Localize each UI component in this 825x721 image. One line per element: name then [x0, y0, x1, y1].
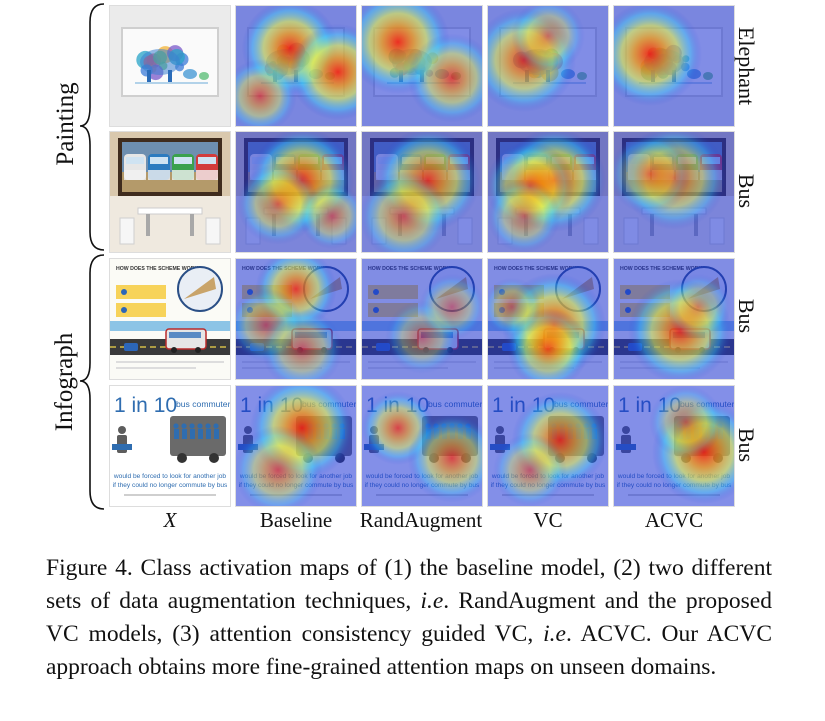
cam-cell-r1-randaugment: [362, 6, 482, 126]
cam-cell-r3-x: HOW DOES THE SCHEME WORK?: [110, 259, 230, 379]
cam-image: [614, 132, 734, 252]
cam-image: HOW DOES THE SCHEME WORK?: [488, 259, 608, 379]
row-label-bus-1: Bus: [733, 151, 759, 231]
cam-image: 1 in 10bus commuterswould be forced to l…: [236, 386, 356, 506]
row-label-bus-2: Bus: [733, 276, 759, 356]
col-label-randaugment: RandAugment: [354, 508, 488, 533]
cam-image: [110, 6, 230, 126]
cam-image: HOW DOES THE SCHEME WORK?: [236, 259, 356, 379]
col-label-acvc: ACVC: [614, 508, 734, 533]
group-label-infograph: Infograph: [51, 327, 79, 437]
cam-cell-r2-acvc: [614, 132, 734, 252]
cam-image: [362, 6, 482, 126]
cam-cell-r3-acvc: HOW DOES THE SCHEME WORK?: [614, 259, 734, 379]
cam-cell-r4-randaugment: 1 in 10bus commuterswould be forced to l…: [362, 386, 482, 506]
cam-image: 1 in 10bus commuterswould be forced to l…: [614, 386, 734, 506]
svg-text:1 in 10: 1 in 10: [114, 394, 177, 417]
cam-cell-r4-x: 1 in 10 bus commuters would be forced to l…: [110, 386, 230, 506]
cam-cell-r4-vc: 1 in 10bus commuterswould be forced to l…: [488, 386, 608, 506]
group-label-painting: Painting: [52, 74, 80, 174]
cam-image: 1 in 10bus commuterswould be forced to l…: [488, 386, 608, 506]
brace-infograph: [78, 253, 108, 511]
cam-image: [236, 132, 356, 252]
cam-cell-r1-acvc: [614, 6, 734, 126]
row-label-elephant: Elephant: [733, 26, 759, 106]
cam-cell-r2-x: [110, 132, 230, 252]
cam-image: [110, 132, 230, 252]
cam-image: HOW DOES THE SCHEME WORK?: [614, 259, 734, 379]
cam-image: HOW DOES THE SCHEME WORK?: [362, 259, 482, 379]
cam-image: [614, 6, 734, 126]
cam-cell-r3-randaugment: HOW DOES THE SCHEME WORK?: [362, 259, 482, 379]
figure-caption: Figure 4. Class activation maps of (1) t…: [46, 552, 772, 684]
cam-cell-r4-baseline: 1 in 10bus commuterswould be forced to l…: [236, 386, 356, 506]
cam-cell-r1-baseline: [236, 6, 356, 126]
cam-image: 1 in 10bus commuterswould be forced to l…: [362, 386, 482, 506]
cam-cell-r2-baseline: [236, 132, 356, 252]
col-label-baseline: Baseline: [236, 508, 356, 533]
svg-text:if they could no longer commut: if they could no longer commute by bus: [113, 482, 228, 489]
cam-cell-r4-acvc: 1 in 10bus commuterswould be forced to l…: [614, 386, 734, 506]
row-label-bus-3: Bus: [733, 405, 759, 485]
cam-image: [488, 6, 608, 126]
caption-ie-1: i.e: [420, 588, 443, 614]
brace-painting: [78, 2, 108, 252]
svg-text:would be forced to look for an: would be forced to look for another job: [113, 473, 226, 480]
cam-image: [236, 6, 356, 126]
cam-image: [488, 132, 608, 252]
cam-cell-r2-randaugment: [362, 132, 482, 252]
cam-cell-r3-baseline: HOW DOES THE SCHEME WORK?: [236, 259, 356, 379]
cam-image: HOW DOES THE SCHEME WORK?: [110, 259, 230, 379]
svg-text:bus commuters: bus commuters: [176, 399, 230, 409]
col-label-vc: VC: [488, 508, 608, 533]
cam-cell-r3-vc: HOW DOES THE SCHEME WORK?: [488, 259, 608, 379]
cam-image: [362, 132, 482, 252]
cam-cell-r1-vc: [488, 6, 608, 126]
cam-cell-r1-x: [110, 6, 230, 126]
cam-image: 1 in 10bus commuters would be forced to l…: [110, 386, 230, 506]
col-label-x: X: [110, 508, 230, 533]
caption-ie-2: i.e: [543, 621, 566, 647]
cam-cell-r2-vc: [488, 132, 608, 252]
